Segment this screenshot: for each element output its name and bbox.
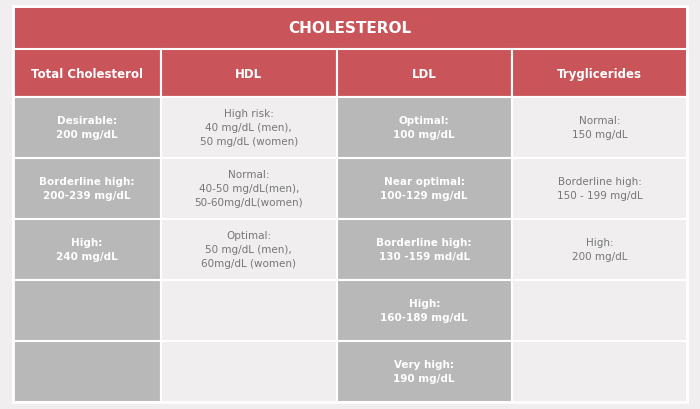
Text: High risk:
40 mg/dL (men),
50 mg/dL (women): High risk: 40 mg/dL (men), 50 mg/dL (wom…: [199, 109, 298, 147]
Bar: [512, 97, 687, 158]
Text: LDL: LDL: [412, 67, 437, 80]
Text: Total Cholesterol: Total Cholesterol: [31, 67, 143, 80]
Text: Borderline high:
200-239 mg/dL: Borderline high: 200-239 mg/dL: [39, 177, 134, 200]
Text: Borderline high:
150 - 199 mg/dL: Borderline high: 150 - 199 mg/dL: [556, 177, 643, 200]
Bar: [337, 97, 512, 158]
Text: Normal:
40-50 mg/dL(men),
50-60mg/dL(women): Normal: 40-50 mg/dL(men), 50-60mg/dL(wom…: [195, 170, 303, 208]
Text: High:
240 mg/dL: High: 240 mg/dL: [56, 238, 118, 261]
Bar: [13, 97, 161, 158]
Bar: [512, 280, 687, 341]
Bar: [512, 97, 687, 158]
Bar: [337, 341, 512, 402]
Bar: [512, 219, 687, 280]
Bar: [512, 50, 687, 97]
Bar: [13, 7, 687, 50]
Bar: [13, 219, 161, 280]
Bar: [337, 50, 512, 97]
Bar: [13, 7, 687, 50]
Text: Borderline high:
130 -159 md/dL: Borderline high: 130 -159 md/dL: [377, 238, 472, 261]
Bar: [13, 341, 161, 402]
Bar: [13, 219, 161, 280]
Bar: [13, 50, 161, 97]
Bar: [13, 97, 161, 158]
Bar: [161, 219, 337, 280]
Text: Normal:
150 mg/dL: Normal: 150 mg/dL: [572, 116, 627, 140]
Bar: [337, 280, 512, 341]
Bar: [13, 158, 161, 219]
Text: Near optimal:
100-129 mg/dL: Near optimal: 100-129 mg/dL: [381, 177, 468, 200]
Bar: [512, 280, 687, 341]
Bar: [512, 158, 687, 219]
Bar: [13, 280, 161, 341]
Text: HDL: HDL: [235, 67, 262, 80]
Text: Optimal:
100 mg/dL: Optimal: 100 mg/dL: [393, 116, 455, 140]
Bar: [337, 219, 512, 280]
Bar: [161, 341, 337, 402]
Bar: [161, 50, 337, 97]
Bar: [161, 158, 337, 219]
Bar: [337, 158, 512, 219]
Bar: [337, 280, 512, 341]
Bar: [337, 341, 512, 402]
Bar: [161, 97, 337, 158]
Bar: [161, 50, 337, 97]
Text: High:
200 mg/dL: High: 200 mg/dL: [572, 238, 627, 261]
Bar: [13, 158, 161, 219]
Bar: [512, 158, 687, 219]
Text: Optimal:
50 mg/dL (men),
60mg/dL (women): Optimal: 50 mg/dL (men), 60mg/dL (women): [202, 231, 296, 268]
Text: Tryglicerides: Tryglicerides: [557, 67, 642, 80]
Bar: [337, 219, 512, 280]
Bar: [161, 219, 337, 280]
Bar: [512, 341, 687, 402]
Bar: [512, 50, 687, 97]
Text: CHOLESTEROL: CHOLESTEROL: [288, 21, 412, 36]
Bar: [161, 341, 337, 402]
Text: High:
160-189 mg/dL: High: 160-189 mg/dL: [381, 299, 468, 322]
Bar: [161, 280, 337, 341]
Bar: [512, 219, 687, 280]
Bar: [337, 97, 512, 158]
Bar: [13, 341, 161, 402]
Text: Desirable:
200 mg/dL: Desirable: 200 mg/dL: [56, 116, 118, 140]
Text: Very high:
190 mg/dL: Very high: 190 mg/dL: [393, 359, 455, 383]
Bar: [161, 280, 337, 341]
Bar: [161, 158, 337, 219]
Bar: [337, 50, 512, 97]
Bar: [512, 341, 687, 402]
Bar: [337, 158, 512, 219]
Bar: [13, 50, 161, 97]
Bar: [161, 97, 337, 158]
Bar: [13, 280, 161, 341]
